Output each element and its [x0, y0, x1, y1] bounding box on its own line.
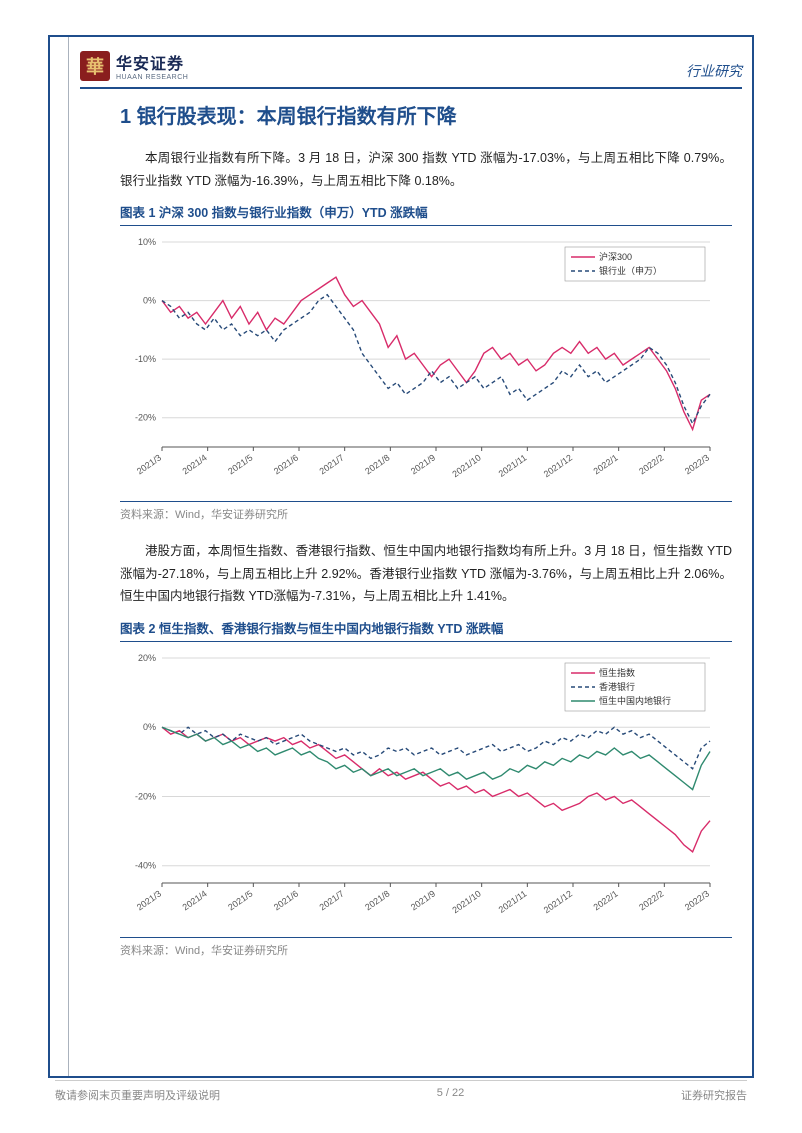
header-right-label: 行业研究 — [686, 61, 742, 81]
svg-text:10%: 10% — [138, 237, 156, 247]
svg-text:2021/12: 2021/12 — [542, 452, 574, 479]
logo-icon: 華 — [80, 51, 110, 81]
paragraph-2: 港股方面，本周恒生指数、香港银行指数、恒生中国内地银行指数均有所上升。3 月 1… — [120, 540, 732, 608]
svg-text:2022/2: 2022/2 — [637, 888, 665, 912]
svg-text:2022/1: 2022/1 — [592, 888, 620, 912]
svg-text:2021/4: 2021/4 — [181, 452, 209, 476]
chart2-title: 图表 2 恒生指数、香港银行指数与恒生中国内地银行指数 YTD 涨跌幅 — [120, 618, 732, 642]
page-footer: 敬请参阅末页重要声明及评级说明 5 / 22 证券研究报告 — [55, 1080, 747, 1103]
chart2-source: 资料来源：Wind，华安证券研究所 — [120, 937, 732, 958]
svg-text:沪深300: 沪深300 — [599, 251, 632, 262]
chart1-source: 资料来源：Wind，华安证券研究所 — [120, 501, 732, 522]
svg-text:2022/2: 2022/2 — [637, 452, 665, 476]
svg-text:-10%: -10% — [135, 354, 156, 364]
svg-text:2021/8: 2021/8 — [363, 888, 391, 912]
logo-main-text: 华安证券 — [116, 50, 188, 74]
section-title: 1 银行股表现：本周银行指数有所下降 — [120, 100, 732, 129]
svg-text:恒生中国内地银行: 恒生中国内地银行 — [599, 695, 671, 706]
chart2-box: 20% 0% -20% -40% 2021/3 2021/4 2021/5 2021/6 202… — [120, 648, 732, 933]
svg-text:2021/6: 2021/6 — [272, 888, 300, 912]
svg-text:恒生指数: 恒生指数 — [599, 667, 635, 678]
svg-text:-40%: -40% — [135, 860, 156, 870]
svg-text:2021/8: 2021/8 — [363, 452, 391, 476]
svg-text:2021/3: 2021/3 — [135, 888, 163, 912]
svg-text:20%: 20% — [138, 653, 156, 663]
svg-text:2021/10: 2021/10 — [450, 888, 482, 915]
svg-text:2021/4: 2021/4 — [181, 888, 209, 912]
chart1-title: 图表 1 沪深 300 指数与银行业指数（申万）YTD 涨跌幅 — [120, 202, 732, 226]
paragraph-1: 本周银行业指数有所下降。3 月 18 日，沪深 300 指数 YTD 涨幅为-1… — [120, 147, 732, 192]
chart2-svg: 20% 0% -20% -40% 2021/3 2021/4 2021/5 2021/6 202… — [120, 648, 720, 928]
svg-text:2022/3: 2022/3 — [683, 452, 711, 476]
logo-block: 華 华安证券 HUAAN RESEARCH — [80, 50, 188, 81]
left-margin-rule — [68, 37, 69, 1076]
svg-text:2021/3: 2021/3 — [135, 452, 163, 476]
svg-text:2022/1: 2022/1 — [592, 452, 620, 476]
footer-center: 5 / 22 — [437, 1087, 465, 1103]
svg-text:2021/5: 2021/5 — [226, 888, 254, 912]
svg-text:2022/3: 2022/3 — [683, 888, 711, 912]
svg-text:2021/7: 2021/7 — [318, 452, 346, 476]
svg-text:2021/12: 2021/12 — [542, 888, 574, 915]
svg-text:2021/11: 2021/11 — [497, 888, 529, 914]
svg-text:2021/9: 2021/9 — [409, 452, 437, 476]
svg-text:香港银行: 香港银行 — [599, 681, 635, 692]
svg-text:2021/6: 2021/6 — [272, 452, 300, 476]
footer-right: 证券研究报告 — [681, 1087, 747, 1103]
chart1-svg: 10% 0% -10% -20% 2021/3 2021/4 2021/5 2021/6 202… — [120, 232, 720, 492]
content-area: 1 银行股表现：本周银行指数有所下降 本周银行业指数有所下降。3 月 18 日，… — [120, 100, 732, 976]
svg-text:-20%: -20% — [135, 413, 156, 423]
svg-text:2021/5: 2021/5 — [226, 452, 254, 476]
svg-text:0%: 0% — [143, 296, 156, 306]
svg-text:2021/9: 2021/9 — [409, 888, 437, 912]
page-header: 華 华安证券 HUAAN RESEARCH 行业研究 — [80, 50, 742, 89]
svg-text:2021/11: 2021/11 — [497, 452, 529, 478]
svg-text:2021/10: 2021/10 — [450, 452, 482, 479]
svg-text:-20%: -20% — [135, 791, 156, 801]
svg-text:0%: 0% — [143, 722, 156, 732]
footer-left: 敬请参阅末页重要声明及评级说明 — [55, 1087, 220, 1103]
chart1-box: 10% 0% -10% -20% 2021/3 2021/4 2021/5 2021/6 202… — [120, 232, 732, 497]
svg-text:银行业（申万）: 银行业（申万） — [599, 265, 662, 276]
svg-text:2021/7: 2021/7 — [318, 888, 346, 912]
logo-sub-text: HUAAN RESEARCH — [116, 74, 188, 81]
